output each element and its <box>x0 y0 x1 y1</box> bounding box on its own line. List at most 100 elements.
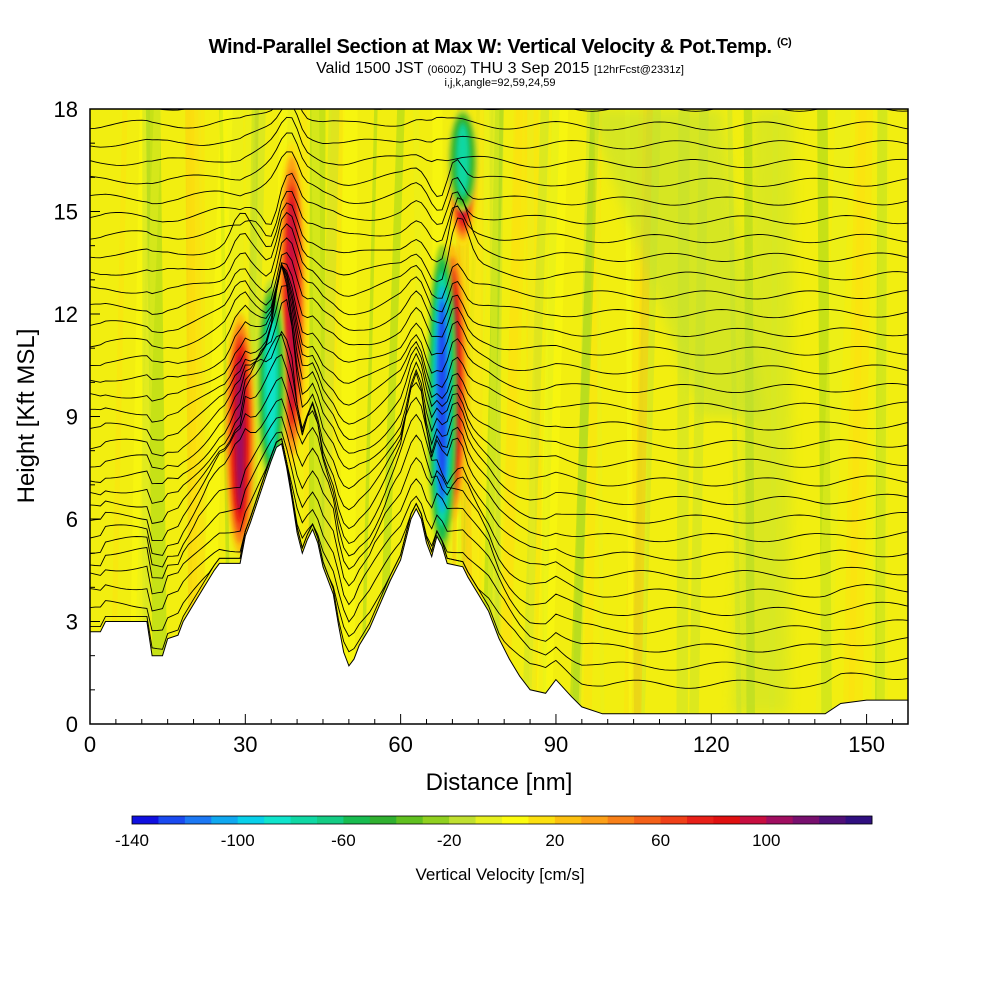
velocity-band <box>535 109 569 724</box>
colorbar-label: Vertical Velocity [cm/s] <box>415 865 584 884</box>
vertical-velocity-cores <box>225 109 478 555</box>
velocity-band <box>624 109 635 724</box>
colorbar-swatch <box>819 816 846 824</box>
isentrope-line <box>90 151 908 211</box>
colorbar-swatch <box>369 816 397 824</box>
colorbar-tick-label: -20 <box>437 831 462 850</box>
velocity-band <box>815 109 851 724</box>
x-tick-label: 0 <box>84 732 96 757</box>
velocity-band <box>583 109 603 724</box>
y-axis: 0 3 6 9 12 15 18 <box>54 97 100 737</box>
colorbar-swatch <box>237 816 265 824</box>
velocity-band <box>572 109 596 724</box>
velocity-band <box>524 109 544 724</box>
velocity-band <box>185 109 207 724</box>
colorbar-tick-label: -100 <box>221 831 255 850</box>
colorbar-tick-label: 100 <box>752 831 780 850</box>
velocity-band <box>527 109 536 724</box>
colorbar-swatch <box>290 816 318 824</box>
grid-params: i,j,k,angle=92,59,24,59 <box>444 77 556 89</box>
isentrope-line <box>90 172 908 225</box>
velocity-band <box>109 109 128 724</box>
velocity-band <box>594 109 605 724</box>
copyright-mark: (C) <box>777 36 792 49</box>
x-axis-label: Distance [nm] <box>426 769 573 796</box>
colorbar-swatch <box>396 816 424 824</box>
isentrope-line <box>90 431 908 616</box>
x-tick-label: 150 <box>848 732 885 757</box>
colorbar-swatch <box>713 816 741 824</box>
velocity-band <box>360 109 378 724</box>
colorbar-tick-label: -140 <box>115 831 149 850</box>
x-tick-label: 90 <box>544 732 568 757</box>
isentrope-line <box>90 263 908 394</box>
velocity-band <box>145 109 168 724</box>
plot-area <box>90 20 908 724</box>
colorbar-swatch <box>343 816 371 824</box>
isentrope-line <box>90 50 908 93</box>
isentrope-line <box>90 116 908 169</box>
colorbar-tick-label: 60 <box>651 831 670 850</box>
downdraft-core <box>266 315 276 449</box>
isentrope-line <box>90 20 908 36</box>
colorbar-swatch <box>845 816 873 824</box>
velocity-band <box>486 109 500 724</box>
isentrope-line <box>90 333 908 524</box>
velocity-band <box>497 109 529 724</box>
isentrope-line <box>90 398 908 580</box>
chart-title-text: Wind-Parallel Section at Max W: Vertical… <box>208 36 772 58</box>
y-tick-label: 6 <box>66 507 78 532</box>
velocity-band <box>569 109 600 724</box>
colorbar-swatch <box>739 816 767 824</box>
isentrope-line <box>90 252 908 337</box>
isentrope-line <box>90 109 908 131</box>
velocity-band <box>522 109 550 724</box>
colorbar-swatch <box>634 816 661 824</box>
valid-time: Valid 1500 JST <box>316 60 424 77</box>
velocity-band <box>543 109 549 724</box>
colorbar-swatch <box>422 816 450 824</box>
colorbar-swatch <box>607 816 635 824</box>
colorbar-swatch <box>264 816 291 824</box>
isentrope-line <box>90 354 908 543</box>
colorbar-frame <box>131 815 873 825</box>
velocity-band <box>194 109 208 724</box>
colorbar-swatch <box>554 816 582 824</box>
isentrope-line <box>90 437 908 635</box>
x-axis: 0 30 60 90 120 150 <box>84 714 893 757</box>
y-tick-label: 9 <box>66 405 78 430</box>
isentrope-line <box>90 376 908 561</box>
velocity-band <box>876 109 889 724</box>
colorbar: -140 -100 -60 -20 20 60 100 <box>115 815 873 850</box>
velocity-band <box>848 109 873 724</box>
x-tick-label: 60 <box>388 732 412 757</box>
velocity-band <box>817 109 832 724</box>
velocity-band <box>489 109 502 724</box>
velocity-band <box>481 109 504 724</box>
forecast-info: [12hrFcst@2331z] <box>593 64 684 76</box>
isentrope-line <box>90 37 908 55</box>
velocity-band <box>587 109 764 417</box>
velocity-band <box>842 109 867 724</box>
velocity-band <box>128 109 149 724</box>
colorbar-tick-label: 20 <box>545 831 564 850</box>
y-tick-label: 12 <box>54 302 78 327</box>
isentrope-line <box>157 109 908 112</box>
colorbar-swatch <box>211 816 239 824</box>
velocity-band <box>132 109 162 724</box>
isentrope-line <box>90 132 908 197</box>
valid-date: THU 3 Sep 2015 <box>470 60 590 77</box>
colorbar-swatch <box>158 816 186 824</box>
isentrope-line <box>90 190 908 244</box>
isentrope-line <box>90 262 908 412</box>
x-tick-label: 120 <box>693 732 730 757</box>
isentrope-line <box>90 197 908 263</box>
velocity-band <box>500 109 523 724</box>
colorbar-swatch <box>766 816 794 824</box>
y-tick-label: 18 <box>54 97 78 122</box>
isentrope-line <box>90 223 908 300</box>
colorbar-swatch <box>528 816 556 824</box>
y-tick-label: 3 <box>66 610 78 635</box>
isentrope-line <box>90 298 908 487</box>
